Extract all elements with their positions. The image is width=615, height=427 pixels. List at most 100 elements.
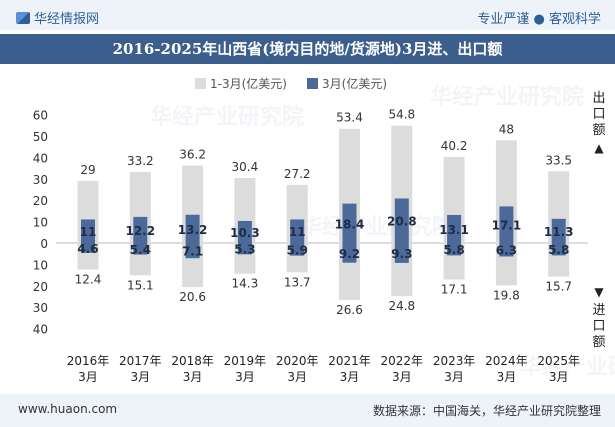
- bar-month-import: [133, 243, 148, 255]
- data-label-ytd-import: 26.6: [336, 303, 363, 317]
- data-label-month-import: 6.3: [496, 244, 517, 258]
- x-tick-label: 3月: [235, 370, 255, 384]
- data-label-ytd-export: 33.5: [545, 153, 572, 167]
- data-label-ytd-import: 13.7: [284, 275, 311, 289]
- bar-month-export: [551, 218, 566, 243]
- x-tick-label: 3月: [130, 370, 150, 384]
- up-arrow-icon: ▲: [594, 141, 604, 155]
- y-tick-label: 60: [33, 109, 48, 123]
- y-tick-label: 0: [40, 237, 48, 251]
- bar-month-import: [447, 243, 462, 256]
- tagline: 专业严谨 ● 客观科学: [477, 12, 601, 27]
- data-label-ytd-export: 36.2: [179, 148, 206, 162]
- data-label-ytd-import: 24.8: [388, 299, 415, 313]
- bar-month-export: [185, 214, 200, 243]
- y-tick-label: 30: [33, 173, 48, 187]
- x-tick-label: 2023年: [433, 354, 476, 368]
- watermark-text: 华经产业研究院: [300, 214, 454, 240]
- chart-canvas: 华经产业研究院华经产业研究院华经产业研究院华经产业研究院1-3月(亿美元)3月(…: [33, 76, 615, 384]
- x-tick-label: 3月: [287, 370, 307, 384]
- y-tick-label: 40: [33, 151, 48, 165]
- data-label-month-export: 11: [80, 225, 97, 239]
- data-label-month-import: 5.9: [287, 243, 308, 257]
- right-label-import: 口: [592, 319, 605, 334]
- data-label-ytd-export: 30.4: [232, 160, 259, 174]
- y-tick-label: 50: [33, 130, 48, 144]
- data-label-ytd-export: 53.4: [336, 111, 363, 125]
- bar-month-import: [499, 243, 514, 257]
- bar-month-export: [133, 216, 148, 243]
- data-label-ytd-export: 29: [80, 163, 95, 177]
- right-label-export: 出: [592, 91, 605, 106]
- right-label-export: 口: [592, 107, 605, 122]
- chart-title: 2016-2025年山西省(境内目的地/货源地)3月进、出口额: [0, 34, 615, 64]
- data-label-month-export: 12.2: [125, 224, 155, 238]
- data-label-month-export: 13.1: [439, 223, 469, 237]
- x-tick-label: 3月: [183, 370, 203, 384]
- x-tick-label: 3月: [78, 370, 98, 384]
- data-label-month-import: 5.8: [548, 243, 569, 257]
- x-tick-label: 2019年: [224, 354, 267, 368]
- x-tick-label: 3月: [549, 370, 569, 384]
- bar-month-export: [499, 206, 514, 243]
- x-tick-label: 2020年: [276, 354, 319, 368]
- right-label-import: 额: [592, 335, 605, 350]
- data-label-ytd-import: 14.3: [232, 277, 259, 291]
- legend-label: 1-3月(亿美元): [210, 76, 287, 91]
- data-label-month-import: 7.1: [182, 245, 203, 259]
- data-label-month-export: 18.4: [335, 217, 365, 231]
- data-label-month-import: 9.2: [339, 247, 360, 261]
- watermark-text: 华经产业研究院: [430, 84, 584, 110]
- data-label-month-import: 9.3: [391, 247, 412, 261]
- data-source: 数据来源：中国海关，华经产业研究院整理: [372, 404, 601, 418]
- bar-month-import: [185, 243, 200, 259]
- bar-month-import: [290, 243, 305, 256]
- bar-month-import: [551, 243, 566, 256]
- watermark-text: 华经产业研究院: [520, 354, 615, 380]
- data-label-month-export: 11: [289, 225, 306, 239]
- data-label-month-import: 5.8: [443, 243, 464, 257]
- x-tick-label: 2025年: [537, 354, 580, 368]
- footer-bar: www.huaon.com 数据来源：中国海关，华经产业研究院整理: [0, 394, 615, 427]
- bar-month-export: [290, 219, 305, 243]
- data-label-ytd-export: 48: [499, 122, 514, 136]
- data-label-ytd-import: 15.7: [545, 280, 572, 294]
- bar-month-export: [237, 220, 252, 243]
- website-link[interactable]: www.huaon.com: [18, 402, 118, 416]
- data-label-ytd-import: 19.8: [493, 288, 520, 302]
- y-tick-label: 20: [33, 194, 48, 208]
- x-tick-label: 3月: [340, 370, 360, 384]
- data-label-month-export: 10.3: [230, 226, 260, 240]
- bar-month-import: [394, 243, 409, 263]
- data-label-ytd-import: 15.1: [127, 278, 154, 292]
- data-label-month-import: 5.4: [130, 243, 151, 257]
- legend-label: 3月(亿美元): [322, 76, 387, 91]
- data-label-ytd-export: 33.2: [127, 154, 154, 168]
- data-label-month-export: 11.3: [544, 225, 574, 239]
- data-label-ytd-import: 12.4: [75, 273, 102, 287]
- data-label-ytd-import: 20.6: [179, 290, 206, 304]
- x-tick-label: 2024年: [485, 354, 528, 368]
- bar-month-export: [81, 219, 95, 243]
- brand-logo[interactable]: 华经情报网: [16, 8, 99, 27]
- x-tick-label: 2016年: [67, 354, 110, 368]
- data-label-month-import: 5.3: [234, 243, 255, 257]
- data-label-month-export: 13.2: [178, 223, 208, 237]
- x-tick-label: 2018年: [171, 354, 214, 368]
- y-tick-label: 20: [33, 280, 48, 294]
- bar-month-export: [342, 203, 357, 243]
- data-label-month-export: 17.1: [492, 219, 522, 233]
- y-tick-label: 40: [33, 323, 48, 337]
- data-label-ytd-export: 40.2: [441, 139, 468, 153]
- legend-swatch: [195, 78, 206, 89]
- logo-icon: [16, 12, 30, 24]
- x-tick-label: 2022年: [381, 354, 424, 368]
- bar-month-export: [447, 214, 462, 243]
- data-label-ytd-export: 27.2: [284, 167, 311, 181]
- y-tick-label: 10: [33, 216, 48, 230]
- logo-text: 华经情报网: [34, 12, 100, 27]
- watermark-text: 华经产业研究院: [150, 104, 304, 130]
- data-label-ytd-import: 17.1: [441, 283, 468, 297]
- y-tick-label: 30: [33, 301, 48, 315]
- data-label-month-export: 20.8: [387, 215, 417, 229]
